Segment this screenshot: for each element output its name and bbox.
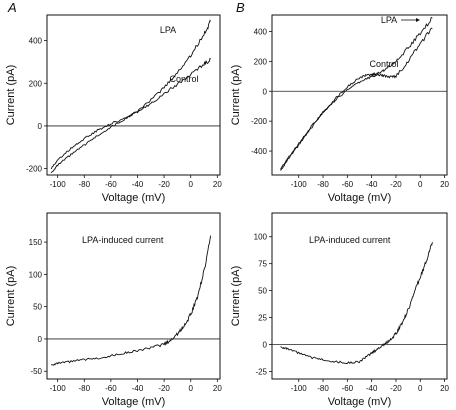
y-tick-label: 0 — [38, 335, 43, 344]
y-tick-label: 100 — [29, 270, 43, 279]
x-axis-label: Voltage (mV) — [328, 192, 392, 204]
y-tick-label: 150 — [29, 238, 43, 247]
y-axis-label: Current (pA) — [5, 65, 17, 126]
y-tick-label: 0 — [38, 122, 43, 131]
panel-b-lower: -100 -80 -60 -40 -20 0 20 -25 0 25 50 75 100 Voltage … — [230, 212, 450, 408]
x-tick-label: -100 — [50, 180, 67, 189]
series-line-control — [280, 27, 433, 170]
y-tick-label: -200 — [26, 165, 43, 174]
y-tick-label: -200 — [251, 117, 268, 126]
series-annotation: LPA — [160, 25, 176, 35]
y-tick-label: 0 — [263, 87, 268, 96]
y-tick-label: 200 — [29, 79, 43, 88]
x-tick-label: -80 — [317, 180, 329, 189]
y-tick-label: 50 — [258, 287, 267, 296]
panel-b: -100 -80 -60 -40 -20 0 20-400-2000200400Voltag… — [230, 0, 450, 204]
x-tick-label: -40 — [366, 180, 378, 189]
y-axis-label: Current (pA) — [230, 65, 242, 126]
plot-frame — [271, 212, 448, 380]
x-tick-label: -100 — [291, 384, 308, 393]
series-line-lpa — [50, 19, 212, 174]
y-tick-label: -50 — [30, 367, 42, 376]
x-tick-label: -80 — [317, 384, 329, 393]
y-tick-label: 50 — [33, 303, 42, 312]
y-tick-label: 200 — [254, 57, 268, 66]
series-line-lpa — [280, 16, 433, 171]
panel-letter: B — [236, 0, 245, 15]
x-tick-label: -60 — [105, 384, 117, 393]
x-tick-label: -40 — [366, 384, 378, 393]
y-tick-label: 400 — [254, 27, 268, 36]
series-line-lpa-induced-current — [280, 242, 433, 365]
series-annotation: LPA — [381, 15, 397, 25]
x-axis-label: Voltage (mV) — [102, 192, 166, 204]
panel-letter: A — [7, 0, 17, 15]
panel-title: LPA-induced current — [309, 235, 391, 245]
x-tick-label: 0 — [188, 384, 193, 393]
y-tick-label: 25 — [258, 314, 267, 323]
x-tick-label: -100 — [291, 180, 308, 189]
plot-frame — [271, 14, 448, 176]
x-tick-label: 0 — [418, 384, 423, 393]
x-tick-label: 0 — [418, 180, 423, 189]
y-tick-label: 400 — [29, 37, 43, 46]
x-tick-label: -20 — [158, 180, 170, 189]
series-line-lpa-induced-current — [51, 235, 212, 366]
x-tick-label: 20 — [440, 384, 449, 393]
y-tick-label: 75 — [258, 260, 267, 269]
x-tick-label: -40 — [132, 384, 144, 393]
x-tick-label: -100 — [50, 384, 67, 393]
x-tick-label: -80 — [78, 384, 90, 393]
plot-frame — [46, 212, 221, 380]
x-tick-label: 0 — [188, 180, 193, 189]
x-axis-label: Voltage (mV) — [328, 396, 392, 408]
y-tick-label: 100 — [254, 233, 268, 242]
y-axis-label: Current (pA) — [5, 266, 17, 327]
y-tick-label: 0 — [263, 341, 268, 350]
panel-a-lower: -100 -80 -60 -40 -20 0 20 -50 0 50 100 150 Voltage (… — [5, 212, 222, 408]
y-tick-label: -25 — [255, 367, 267, 376]
panel-title: LPA-induced current — [82, 235, 164, 245]
x-tick-label: -60 — [105, 180, 117, 189]
x-tick-label: -40 — [132, 180, 144, 189]
x-tick-label: -20 — [390, 384, 402, 393]
plot-frame — [46, 14, 221, 176]
annotation-arrowhead — [416, 18, 420, 22]
x-tick-label: 20 — [213, 384, 222, 393]
x-tick-label: -80 — [78, 180, 90, 189]
x-axis-label: Voltage (mV) — [102, 396, 166, 408]
series-annotation: Control — [369, 59, 398, 69]
y-tick-label: -400 — [251, 147, 268, 156]
x-tick-label: -60 — [342, 384, 354, 393]
x-tick-label: 20 — [440, 180, 449, 189]
series-line-control — [50, 57, 211, 170]
y-axis-label: Current (pA) — [230, 266, 242, 327]
x-tick-label: 20 — [213, 180, 222, 189]
x-tick-label: -20 — [390, 180, 402, 189]
x-tick-label: -20 — [158, 384, 170, 393]
x-tick-label: -60 — [342, 180, 354, 189]
